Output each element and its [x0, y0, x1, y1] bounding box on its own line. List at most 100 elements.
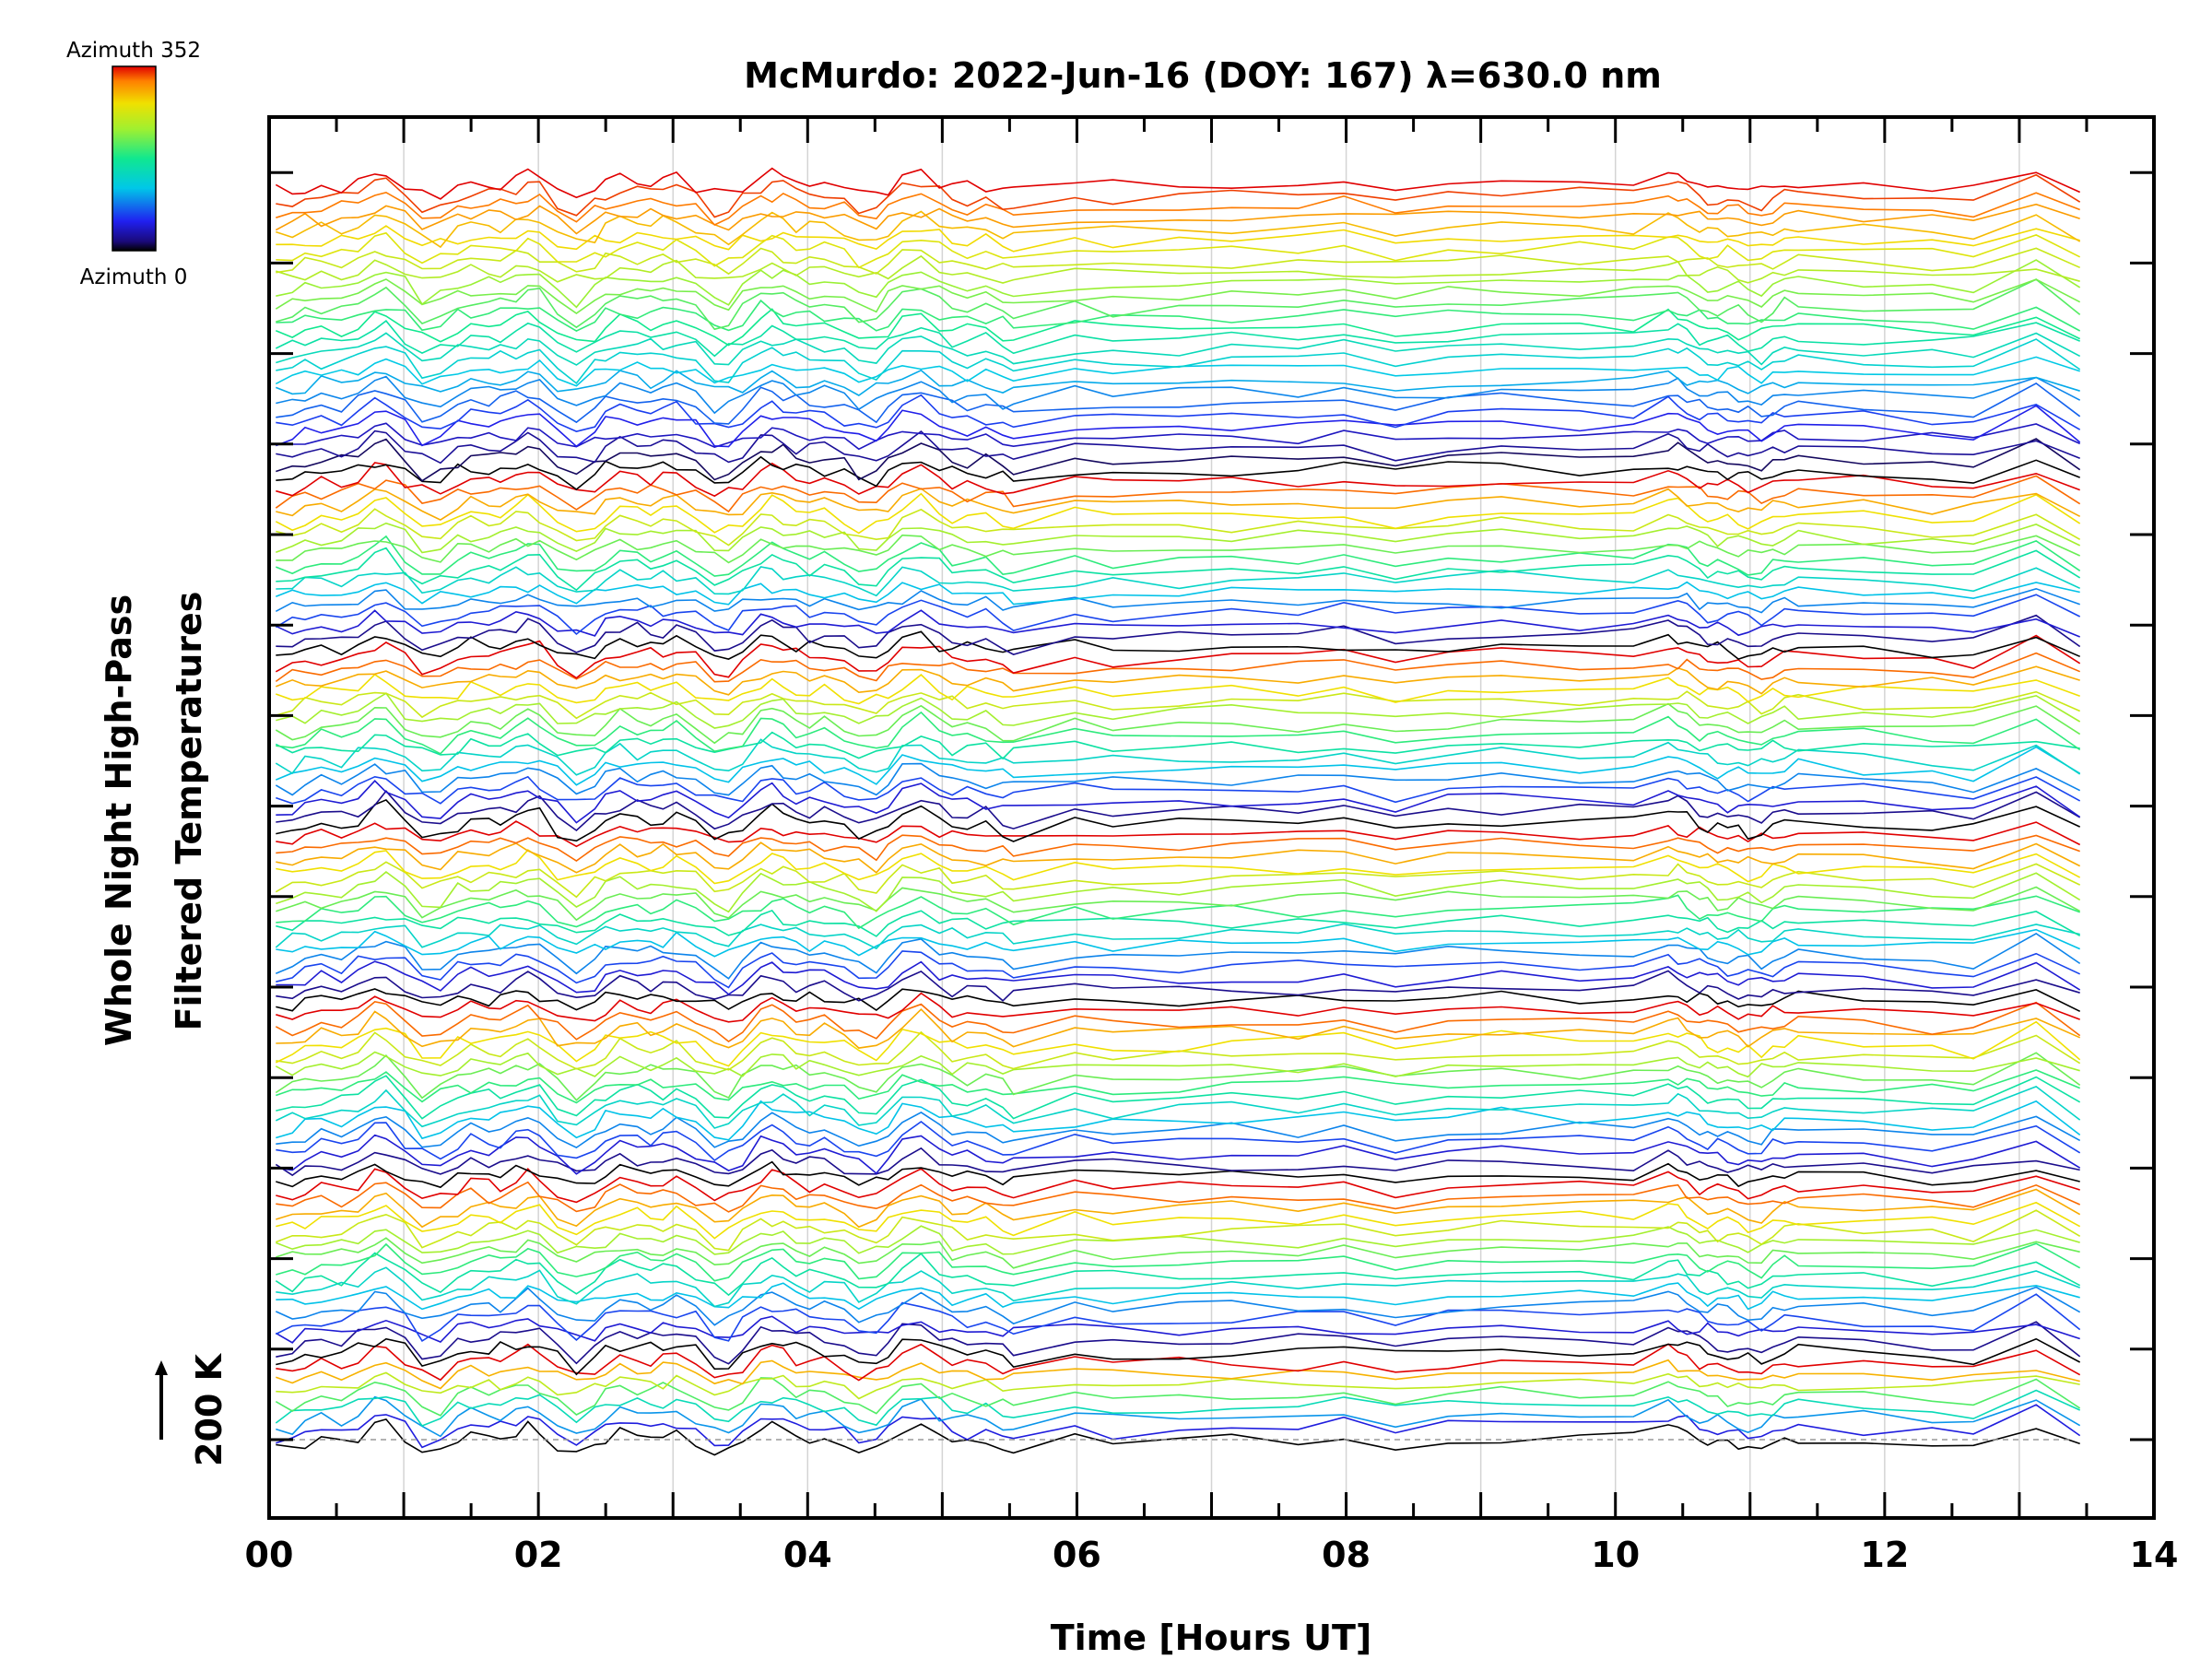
zone-line-110 [276, 210, 2081, 249]
zone-line-28 [276, 1111, 2081, 1149]
zone-line-36 [275, 1020, 2081, 1067]
zone-line-5 [276, 1371, 2080, 1400]
zone-line-95 [276, 375, 2081, 415]
zone-line-43 [276, 950, 2081, 989]
zone-line-45 [276, 928, 2081, 958]
zone-line-68 [276, 673, 2080, 705]
zone-line-78 [276, 566, 2081, 597]
zone-line-108 [276, 231, 2081, 269]
zone-line-85 [276, 488, 2081, 522]
zone-line-34 [275, 1051, 2080, 1078]
x-tick-label: 06 [1053, 1535, 1101, 1575]
zone-line-10 [275, 1315, 2080, 1344]
x-tick-label: 02 [514, 1535, 563, 1575]
zone-line-64 [276, 711, 2081, 755]
zone-line-100 [275, 319, 2081, 358]
zone-line-114 [275, 167, 2081, 200]
zone-line-104 [275, 278, 2081, 314]
zone-line-47 [276, 909, 2081, 937]
zone-line-96 [276, 369, 2080, 396]
zone-line-88 [276, 455, 2080, 491]
zone-line-23 [276, 1168, 2080, 1204]
zone-line-105 [276, 259, 2081, 309]
x-tick-labels: 00 02 04 06 08 10 12 14 [245, 1535, 2179, 1575]
zone-line-16 [276, 1242, 2081, 1282]
zone-line-63 [275, 731, 2080, 760]
zone-line-81 [276, 534, 2081, 564]
zone-line-33 [275, 1052, 2081, 1101]
zone-line-41 [276, 970, 2080, 1002]
zone-line-51 [275, 861, 2081, 899]
zone-line-20 [276, 1201, 2081, 1240]
zone-line-22 [276, 1181, 2081, 1213]
x-tick-label: 14 [2130, 1535, 2179, 1575]
zone-line-79 [276, 547, 2081, 592]
zone-line-25 [275, 1147, 2080, 1177]
zone-line-50 [276, 870, 2081, 913]
zone-line-57 [276, 790, 2081, 832]
zone-line-82 [276, 522, 2081, 554]
colorbar [112, 65, 157, 252]
zone-line-53 [276, 841, 2081, 874]
x-tick-label: 08 [1322, 1535, 1371, 1575]
zone-line-69 [276, 665, 2080, 696]
y-axis-label-line1: Whole Night High-Pass [99, 594, 139, 1046]
zone-line-84 [275, 492, 2081, 535]
zone-line-49 [276, 886, 2081, 922]
zone-line-60 [275, 762, 2081, 796]
zone-line-56 [276, 798, 2081, 842]
zone-line-2 [276, 1395, 2081, 1438]
zone-line-87 [276, 462, 2080, 498]
zone-line-58 [276, 780, 2081, 824]
zone-line-99 [276, 332, 2081, 366]
zone-line-24 [276, 1160, 2080, 1189]
zone-line-67 [276, 690, 2081, 720]
zone-line-38 [275, 1001, 2081, 1042]
zone-series [275, 167, 2081, 1456]
zone-line-27 [276, 1121, 2081, 1162]
zone-line-113 [276, 173, 2081, 218]
zone-line-8 [276, 1337, 2081, 1376]
zone-line-30 [275, 1085, 2081, 1129]
zone-line-44 [275, 932, 2081, 980]
zone-line-1 [276, 1404, 2081, 1449]
axis-ticks [267, 117, 2156, 1518]
zone-line-61 [275, 746, 2081, 786]
zone-line-21 [276, 1188, 2081, 1229]
x-tick-label: 12 [1860, 1535, 1909, 1575]
x-axis-label: Time [Hours UT] [1051, 1618, 1372, 1658]
zone-line-12 [275, 1286, 2081, 1326]
zone-line-97 [275, 356, 2080, 387]
zone-line-59 [276, 775, 2081, 805]
x-tick-label: 10 [1591, 1535, 1640, 1575]
zone-line-65 [275, 702, 2081, 745]
zone-line-14 [276, 1266, 2080, 1308]
zone-line-75 [275, 594, 2081, 636]
scale-bar-arrow [155, 1360, 168, 1375]
zone-line-19 [276, 1209, 2081, 1252]
zone-line-7 [276, 1343, 2081, 1382]
zone-line-111 [275, 203, 2080, 235]
zone-line-13 [276, 1282, 2080, 1311]
zone-line-17 [276, 1237, 2080, 1269]
zone-line-98 [276, 338, 2081, 385]
zone-line-6 [276, 1359, 2080, 1390]
zone-line-91 [276, 422, 2081, 451]
zone-line-55 [276, 820, 2081, 848]
zone-line-77 [276, 581, 2080, 606]
zone-line-40 [276, 988, 2081, 1013]
zone-line-39 [276, 992, 2080, 1023]
zone-line-46 [275, 923, 2080, 950]
zone-line-9 [276, 1321, 2081, 1365]
zone-line-48 [276, 894, 2080, 930]
zone-line-62 [275, 738, 2081, 776]
zone-line-102 [276, 299, 2081, 333]
zone-line-89 [276, 438, 2081, 482]
zone-line-71 [275, 634, 2081, 679]
zone-line-90 [276, 429, 2080, 465]
colorbar-bottom-label: Azimuth 0 [80, 265, 188, 289]
zone-line-32 [276, 1069, 2081, 1104]
zone-line-35 [276, 1030, 2081, 1071]
zone-line-54 [276, 834, 2080, 862]
zone-line-26 [276, 1134, 2081, 1175]
